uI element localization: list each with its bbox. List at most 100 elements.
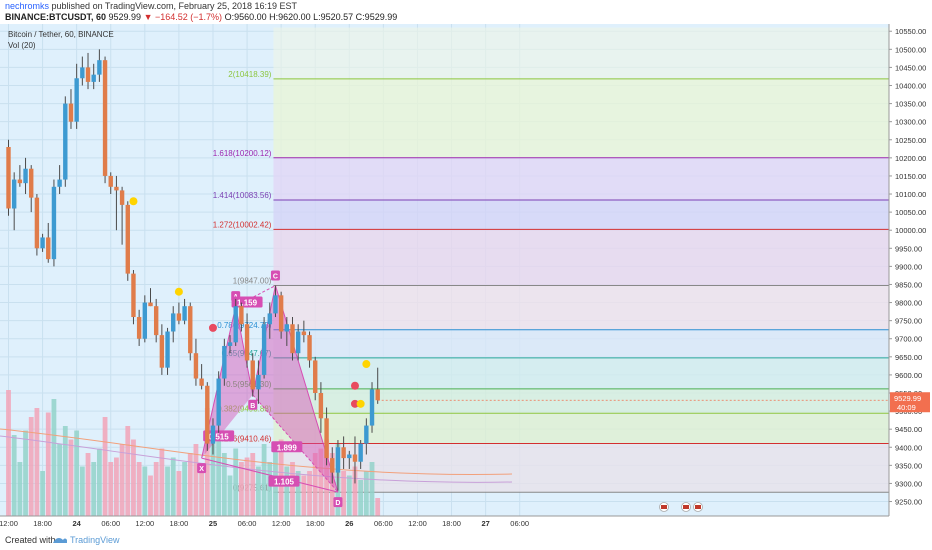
candle [324,407,329,466]
volume-bar [329,453,335,516]
candle-body [11,179,17,209]
candle [335,440,341,491]
volume-bar [307,471,312,516]
volume-ma-line-2 [0,435,513,483]
candle [165,327,170,375]
candle-body [256,374,261,390]
pattern-point-b: B [248,399,258,410]
volume-bar [267,462,273,516]
indicator-dot [350,399,359,408]
volume-bar [346,475,352,516]
candle [97,49,102,82]
price-chart-svg[interactable]: 2(10418.39) 1.618(10200.12) 1.414(10083.56… [0,24,932,530]
indicator-dots [129,197,371,408]
pattern-triangle-bcd [252,285,338,493]
candle [46,222,51,263]
volume-bar [301,475,307,516]
candle-body [165,331,170,368]
fib-level-label: 0.236(9410.46) [217,434,272,443]
candle [278,291,284,339]
candle [153,298,159,343]
pattern-ratio-box [271,441,303,453]
volume-bar [318,448,324,516]
volume-bar [170,457,176,516]
volume-bar [324,439,329,516]
candle-body [352,454,358,462]
volume-bar [102,417,108,516]
candle-body [341,447,346,459]
pattern-triangle-xab [201,306,253,459]
candle [347,450,352,469]
pattern-point-d: D [333,497,343,508]
candle-body [216,378,221,426]
volume-bar [91,462,97,516]
event-flag-mark [695,505,701,509]
candle-body [34,197,40,249]
candle-body [17,179,23,184]
volume-bar [199,466,205,516]
price-tick-label: 10300.00 [895,118,926,127]
volume-bar [250,453,256,516]
volume-bar [221,453,227,516]
pattern-point-box [270,270,280,281]
candle-body [369,389,375,426]
price-tick-label: 10100.00 [895,190,926,199]
event-flag-icon[interactable] [659,502,669,512]
fib-level-label: 2(10418.39) [228,70,271,79]
time-tick-label: 18:00 [170,519,189,528]
pattern-xd-line [201,457,339,493]
time-tick-label: 26 [345,519,353,528]
price-axis: 9250.009300.009350.009400.009450.009500.… [377,24,932,530]
indicator-dot [129,197,138,206]
candle [313,356,318,401]
fib-band [273,443,890,493]
fib-band [273,78,890,158]
pattern-ratio-label: 1.159 [237,299,258,308]
candle-body [375,389,380,401]
volume-bar [216,439,222,516]
fib-level-label: 1.272(10002.42) [213,220,272,229]
candle-body [148,302,153,307]
time-tick-label: 06:00 [510,519,529,528]
candle-body [210,425,216,444]
candle-body [324,418,329,459]
current-price-box [890,392,930,413]
event-flag-icon[interactable] [693,502,703,512]
time-tick-label: 25 [209,519,217,528]
candle [57,165,62,195]
candle [358,440,363,469]
pattern-ratio-box [268,475,300,487]
volume-bar [74,430,80,516]
volume-bar [369,462,375,516]
event-flag-icon[interactable] [681,502,691,512]
price-tick-label: 10500.00 [895,45,926,54]
volume-bar [114,457,119,516]
candle-body [40,237,45,249]
symbol-label: BINANCE:BTCUSDT, 60 [5,12,107,22]
chart-area[interactable]: 2(10418.39) 1.618(10200.12) 1.414(10083.56… [0,24,932,530]
price-tick-label: 9750.00 [895,317,922,326]
candle-body [335,447,341,473]
price-tick-label: 9400.00 [895,443,922,452]
candle [307,331,312,368]
candle-body [153,306,159,336]
price-tick-label: 9350.00 [895,461,922,470]
time-tick-label: 06:00 [238,519,257,528]
candle [227,335,233,354]
publisher-link[interactable]: nechromks [5,1,50,11]
candle [290,317,295,361]
time-tick-label: 12:00 [135,519,154,528]
volume-bar [6,390,11,516]
candle-body [278,295,284,332]
indicator-dot [350,381,359,390]
candle [159,324,165,375]
indicator-dot [208,323,217,332]
volume-bar [238,462,244,516]
candle [233,298,238,346]
time-tick-label: 06:00 [374,519,393,528]
tradingview-brand[interactable]: TradingView [70,535,120,545]
candle-body [136,317,142,339]
candle-body [239,306,244,325]
volume-bar [284,466,290,516]
